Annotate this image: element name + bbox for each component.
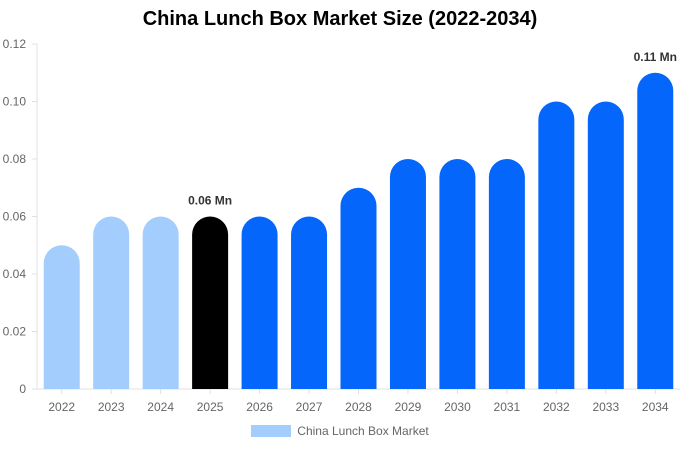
bar-2023	[93, 216, 130, 389]
x-tick-label: 2023	[98, 400, 125, 414]
y-tick-label: 0.06	[3, 210, 27, 224]
bar-2026	[241, 216, 278, 389]
y-tick-label: 0	[19, 382, 26, 396]
bar-2034	[637, 72, 674, 389]
data-label-2025: 0.06 Mn	[188, 194, 232, 208]
x-axis-ticks: 2022 2023 2024 2025 2026 2027 2028 2029 2030 2031…	[48, 389, 669, 414]
bar-2028	[340, 187, 377, 389]
x-tick-label: 2029	[395, 400, 422, 414]
x-tick-label: 2030	[444, 400, 471, 414]
x-tick-label: 2032	[543, 400, 570, 414]
data-labels: 0.06 Mn 0.11 Mn	[188, 50, 677, 208]
x-tick-label: 2034	[642, 400, 669, 414]
y-axis-ticks: 0 0.02 0.04 0.06 0.08 0.10 0.12	[3, 37, 37, 396]
y-tick-label: 0.10	[3, 95, 27, 109]
x-tick-label: 2024	[147, 400, 174, 414]
x-tick-label: 2026	[246, 400, 273, 414]
x-tick-label: 2028	[345, 400, 372, 414]
chart-legend: China Lunch Box Market	[0, 424, 680, 438]
x-tick-label: 2025	[197, 400, 224, 414]
x-tick-label: 2027	[296, 400, 323, 414]
bar-2030	[439, 159, 476, 389]
bar-2033	[587, 101, 624, 389]
y-tick-label: 0.04	[3, 267, 27, 281]
x-tick-label: 2031	[494, 400, 521, 414]
bar-2032	[538, 101, 575, 389]
bar-2029	[389, 159, 426, 389]
chart-bars	[43, 72, 674, 389]
x-tick-label: 2033	[592, 400, 619, 414]
chart-title: China Lunch Box Market Size (2022-2034)	[142, 8, 538, 30]
bar-2022	[43, 245, 80, 389]
data-label-2034: 0.11 Mn	[634, 50, 677, 64]
y-tick-label: 0.08	[3, 152, 27, 166]
y-tick-label: 0.02	[3, 325, 27, 339]
bar-2027	[291, 216, 328, 389]
legend-label: China Lunch Box Market	[297, 424, 429, 438]
legend-swatch	[251, 425, 292, 437]
y-tick-label: 0.12	[3, 37, 27, 51]
bar-2024	[142, 216, 179, 389]
bar-2031	[488, 158, 525, 389]
bar-2025	[192, 216, 229, 389]
x-tick-label: 2022	[48, 400, 75, 414]
